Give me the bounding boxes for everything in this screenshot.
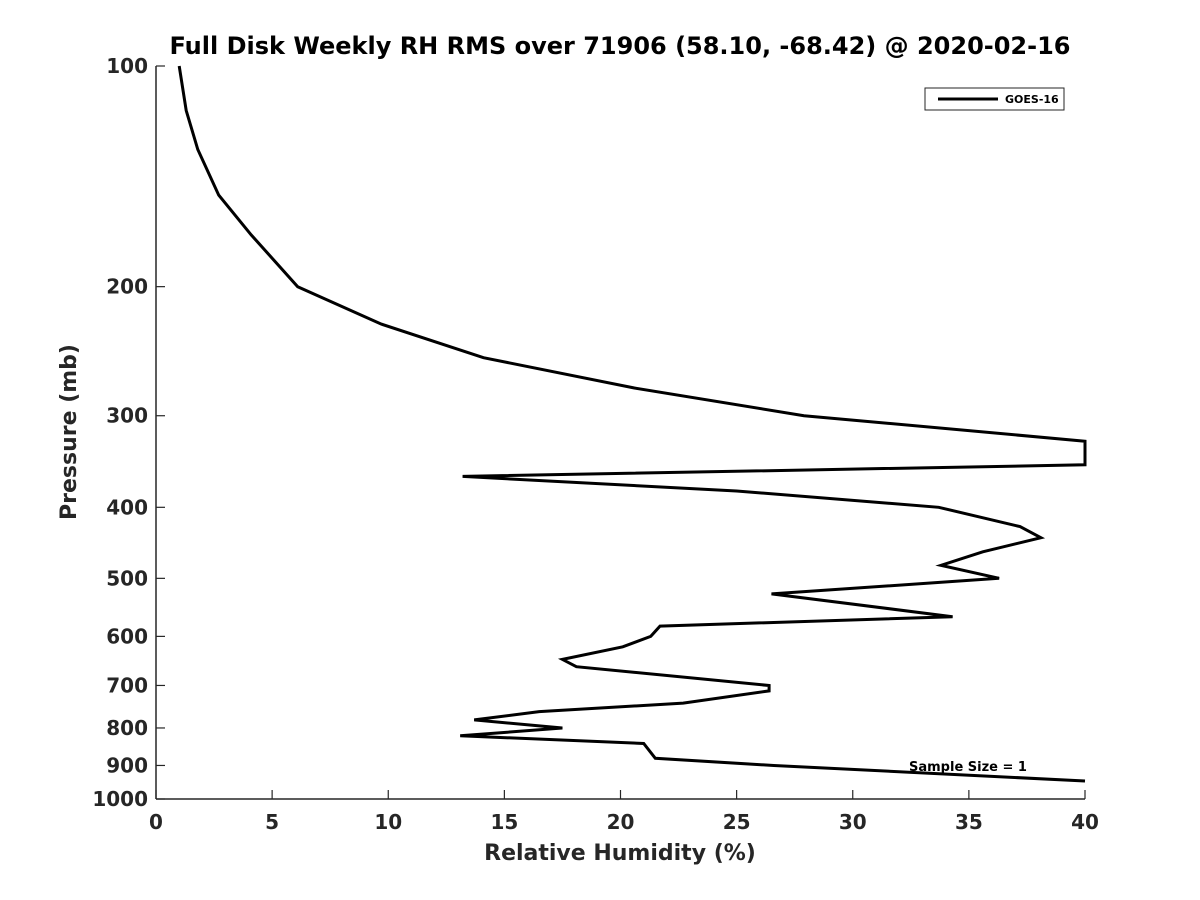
x-tick-label: 5 (265, 810, 279, 834)
x-tick-label: 30 (839, 810, 867, 834)
x-tick-label: 25 (723, 810, 751, 834)
x-tick-label: 0 (149, 810, 163, 834)
y-tick-label: 1000 (92, 787, 148, 811)
x-tick-label: 35 (955, 810, 983, 834)
plot-area: 0 5 10 15 20 25 30 35 40 100 200 300 400 500 600 700 80… (92, 54, 1099, 834)
x-axis-label: Relative Humidity (%) (484, 841, 756, 866)
legend: GOES-16 (924, 87, 1065, 111)
legend-label-goes-16: GOES-16 (1005, 93, 1059, 106)
y-tick-label: 600 (106, 624, 148, 648)
sample-size-annotation: Sample Size = 1 (909, 760, 1027, 775)
x-ticks: 0 5 10 15 20 25 30 35 40 (149, 790, 1099, 834)
series-group (177, 65, 1087, 783)
series-line-goes-16 (177, 65, 1087, 783)
y-tick-label: 900 (106, 753, 148, 777)
y-tick-label: 100 (106, 54, 148, 78)
y-tick-label: 400 (106, 495, 148, 519)
y-tick-label: 500 (106, 566, 148, 590)
y-tick-label: 700 (106, 673, 148, 697)
y-tick-label: 300 (106, 404, 148, 428)
y-tick-label: 200 (106, 275, 148, 299)
y-ticks: 100 200 300 400 500 600 700 800 900 1000 (92, 54, 165, 811)
y-tick-label: 800 (106, 716, 148, 740)
x-tick-label: 40 (1071, 810, 1099, 834)
x-tick-label: 15 (490, 810, 518, 834)
chart-title: Full Disk Weekly RH RMS over 71906 (58.1… (169, 32, 1070, 60)
x-tick-label: 10 (374, 810, 402, 834)
x-tick-label: 20 (607, 810, 635, 834)
y-axis-label: Pressure (mb) (57, 344, 82, 520)
